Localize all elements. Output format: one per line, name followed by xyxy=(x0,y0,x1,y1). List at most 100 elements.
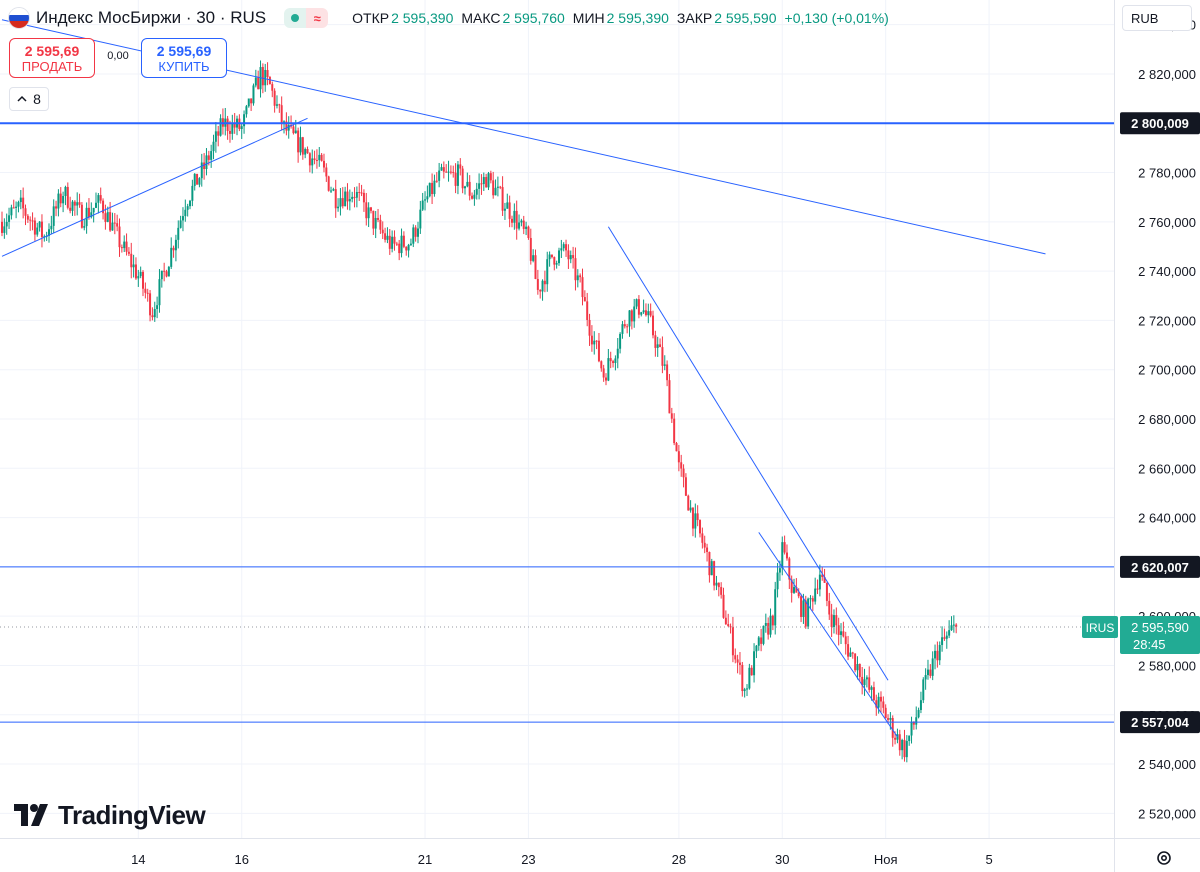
candle-body xyxy=(219,118,222,136)
trend-line xyxy=(758,532,898,738)
candle xyxy=(127,247,130,257)
candle xyxy=(405,246,408,256)
candle xyxy=(832,609,835,634)
candle xyxy=(377,208,380,223)
candle xyxy=(750,665,753,676)
candle-body xyxy=(560,248,563,251)
candle-body xyxy=(943,637,946,639)
candle-body xyxy=(682,468,685,478)
candle-body xyxy=(398,243,401,254)
candle xyxy=(191,179,194,207)
candle xyxy=(560,239,563,258)
candle xyxy=(264,63,267,92)
candle xyxy=(97,192,100,214)
candle-body xyxy=(191,185,194,201)
level-price-label: 2 620,007 xyxy=(1131,560,1189,575)
candle-body xyxy=(372,210,375,229)
sell-label: ПРОДАТЬ xyxy=(21,58,83,74)
symbol-title[interactable]: Индекс МосБиржи · 30 · RUS xyxy=(36,8,267,27)
candle xyxy=(861,666,864,695)
candle-body xyxy=(811,598,814,602)
candle xyxy=(217,125,220,147)
candle xyxy=(858,663,861,682)
candle-body xyxy=(426,196,429,200)
candle-body xyxy=(482,177,485,185)
candle xyxy=(83,219,86,231)
candle xyxy=(8,207,11,229)
candle xyxy=(113,213,116,235)
candle xyxy=(936,641,939,668)
candle-body xyxy=(308,153,311,166)
candle-body xyxy=(525,226,528,229)
candle xyxy=(581,268,584,306)
candle xyxy=(64,185,67,206)
ohlc-values: ОТКР 2 595,390 МАКС 2 595,760 МИН 2 595,… xyxy=(346,10,889,26)
candle xyxy=(567,244,570,269)
candle-body xyxy=(595,340,598,342)
candle xyxy=(884,704,887,719)
candle xyxy=(731,616,734,663)
candle-body xyxy=(520,220,523,223)
current-symbol-badge xyxy=(1082,616,1118,639)
candle-body xyxy=(111,222,114,231)
candle xyxy=(231,114,234,140)
candle-body xyxy=(769,615,772,635)
candle-body xyxy=(102,200,105,214)
candle-body xyxy=(80,204,83,228)
candle xyxy=(73,200,76,216)
candle xyxy=(214,121,217,153)
candle-body xyxy=(250,98,253,104)
candle xyxy=(562,242,565,252)
candle xyxy=(922,677,925,704)
candle xyxy=(17,200,20,213)
settings-gear-icon[interactable] xyxy=(1152,846,1176,870)
candle xyxy=(499,185,502,190)
candle-body xyxy=(29,219,32,221)
candle xyxy=(200,153,203,187)
candle-body xyxy=(602,368,605,378)
candle xyxy=(87,198,90,220)
candle xyxy=(687,494,690,511)
candle xyxy=(311,149,314,174)
candle xyxy=(741,661,744,697)
candle xyxy=(38,221,41,232)
candle-body xyxy=(708,551,711,576)
candle-body xyxy=(910,721,913,736)
candle xyxy=(715,575,718,591)
candle-body xyxy=(433,180,436,195)
candle-body xyxy=(738,662,741,665)
market-status[interactable]: ≈ xyxy=(284,8,329,28)
candle xyxy=(24,204,27,226)
candle-body xyxy=(73,201,76,206)
candle-body xyxy=(407,244,410,251)
candle-body xyxy=(734,655,737,660)
candle xyxy=(701,527,704,549)
candle xyxy=(120,244,123,253)
candle-body xyxy=(57,193,60,209)
candle xyxy=(600,360,603,372)
buy-button[interactable]: 2 595,69 КУПИТЬ xyxy=(141,38,227,78)
sell-button[interactable]: 2 595,69 ПРОДАТЬ xyxy=(9,38,95,78)
candle-body xyxy=(793,587,796,593)
candle-body xyxy=(835,615,838,626)
candle-body xyxy=(825,582,828,601)
candle xyxy=(717,582,720,597)
currency-selector[interactable]: RUB xyxy=(1122,5,1192,31)
market-wave-icon[interactable]: ≈ xyxy=(306,8,329,28)
candle-body xyxy=(621,324,624,334)
candle xyxy=(863,668,866,696)
candle-body xyxy=(748,667,751,689)
candle xyxy=(409,238,412,247)
market-open-icon[interactable] xyxy=(284,8,307,28)
spread-value: 0,00 xyxy=(107,50,129,62)
candle-body xyxy=(379,219,382,230)
indicators-toggle[interactable]: 8 xyxy=(9,87,49,111)
candle-body xyxy=(231,122,234,134)
candle-body xyxy=(889,717,892,720)
candle-body xyxy=(71,201,74,211)
candle-body xyxy=(539,289,542,292)
candle xyxy=(929,664,932,679)
candle-body xyxy=(139,271,142,277)
time-tick-label: Ноя xyxy=(874,852,898,867)
